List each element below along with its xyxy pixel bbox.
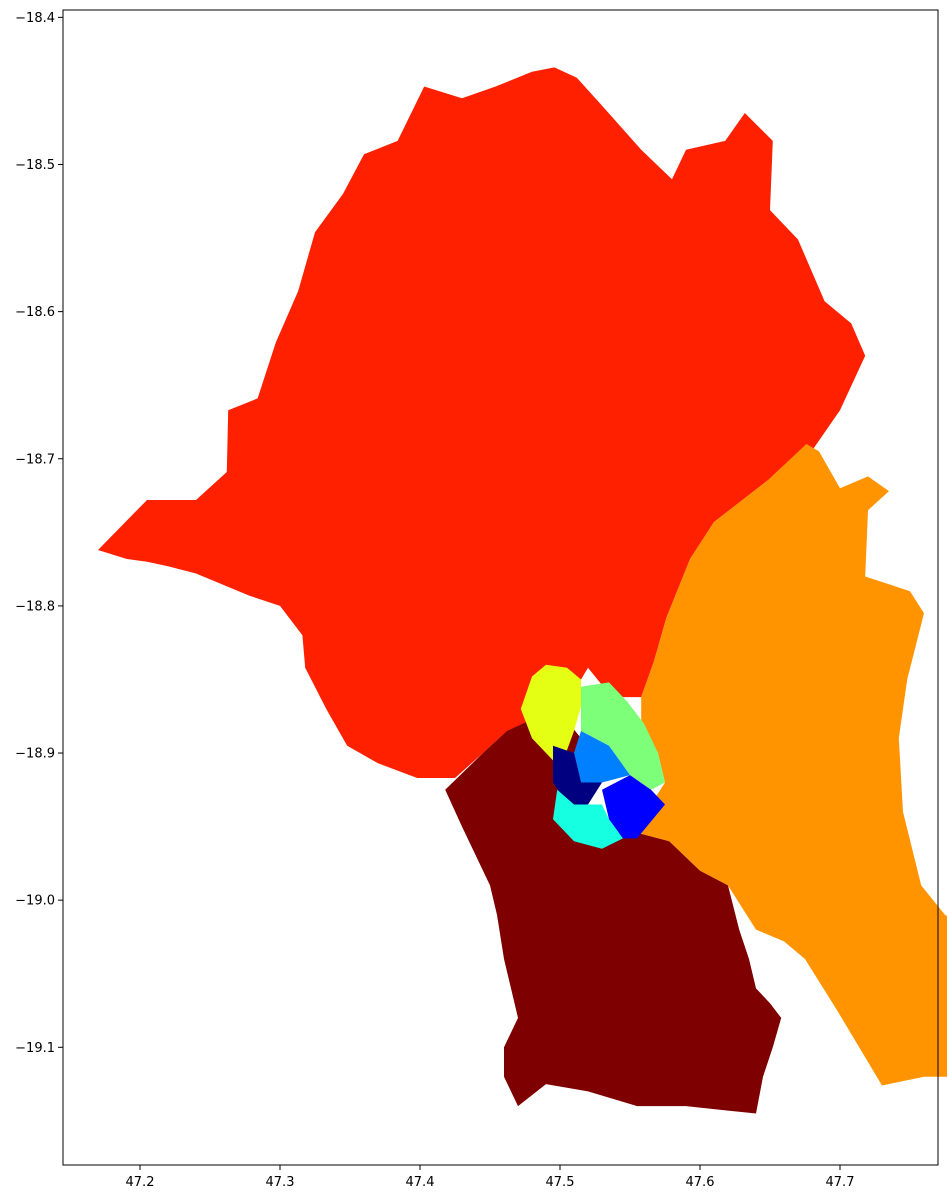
x-tick-label: 47.2 [126, 1175, 155, 1190]
y-tick-label: −19.0 [15, 894, 55, 909]
axes-frame [62, 9, 939, 1166]
region-green [581, 682, 665, 790]
x-tick-label: 47.4 [406, 1175, 435, 1190]
region-azure [574, 731, 630, 783]
y-tick-label: −18.4 [15, 11, 55, 26]
region-cyan [553, 789, 623, 849]
y-tick-label: −18.5 [15, 158, 55, 173]
y-tick-label: −18.9 [15, 747, 55, 762]
x-axis: 47.2 47.3 47.4 47.5 47.6 47.7 [126, 1165, 855, 1190]
x-tick-label: 47.6 [686, 1175, 715, 1190]
region-east [641, 444, 947, 1086]
region-navy [553, 745, 602, 805]
region-north [98, 67, 866, 778]
region-blue [602, 775, 665, 839]
region-south [445, 716, 782, 1114]
y-tick-label: −18.6 [15, 305, 55, 320]
x-tick-label: 47.5 [546, 1175, 575, 1190]
region-yellow [520, 664, 581, 761]
x-tick-label: 47.7 [826, 1175, 855, 1190]
y-tick-label: −18.7 [15, 452, 55, 467]
x-tick-label: 47.3 [266, 1175, 295, 1190]
y-tick-label: −19.1 [15, 1041, 55, 1056]
y-axis: −18.4 −18.5 −18.6 −18.7 −18.8 −18.9 −19.0 −19.1 [15, 11, 63, 1056]
regions-layer [98, 67, 947, 1114]
y-tick-label: −18.8 [15, 599, 55, 614]
